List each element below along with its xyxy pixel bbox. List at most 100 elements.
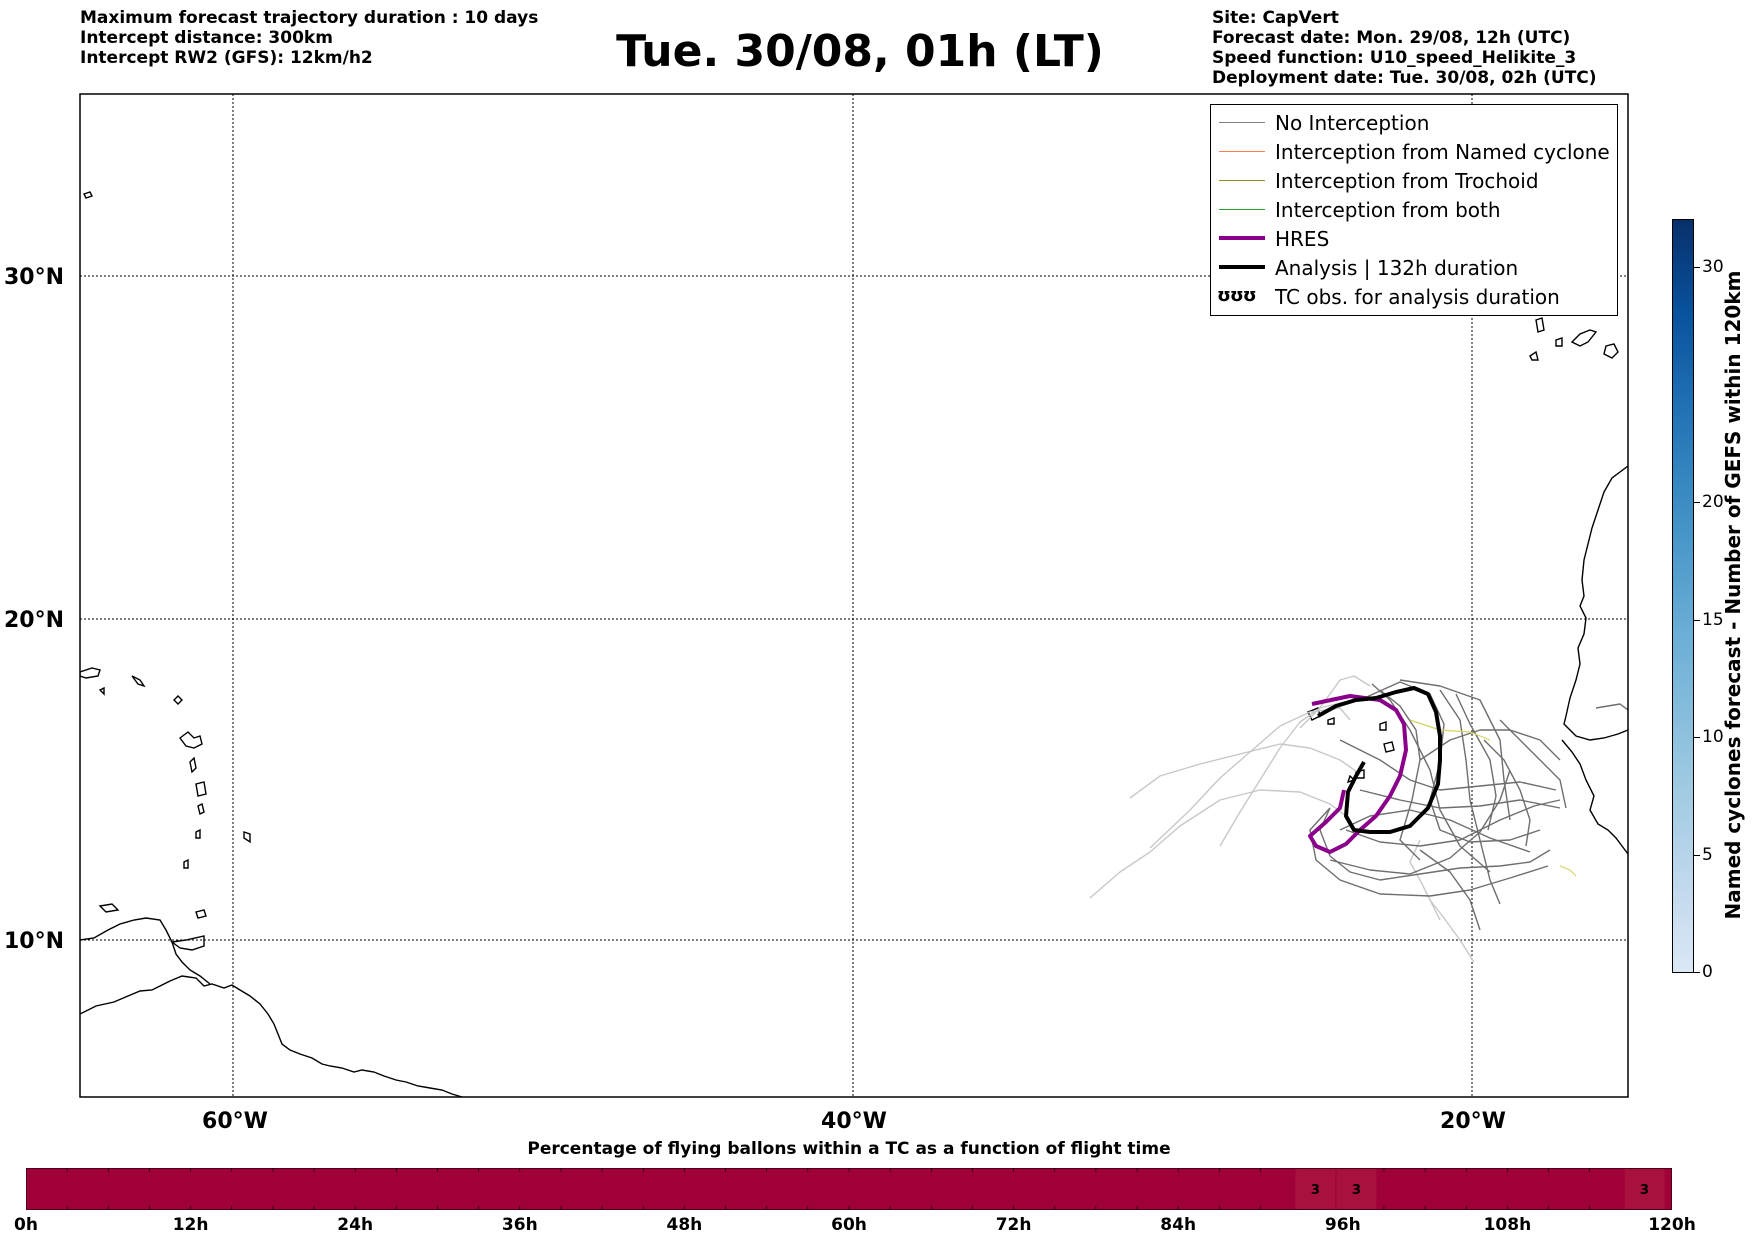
colorbar-tick xyxy=(1694,737,1700,738)
trajectory-dark-8 xyxy=(1399,679,1511,821)
colorbar-tick xyxy=(1694,854,1700,856)
st-vincent-island xyxy=(195,828,201,839)
legend-label-trochoid: Interception from Trochoid xyxy=(1275,169,1539,193)
colorbar-tick xyxy=(1694,619,1700,621)
flight-time-cell xyxy=(1624,1169,1665,1209)
colorbar-tick-label: 5 xyxy=(1702,844,1713,865)
canary-island-2 xyxy=(1555,337,1563,347)
trochoid-segment-2 xyxy=(1559,865,1577,877)
cabo-verde-island-2 xyxy=(1327,717,1335,725)
flight-time-cell xyxy=(1295,1169,1336,1209)
trajectory-parameters: Maximum forecast trajectory duration : 1… xyxy=(80,8,538,68)
forecast-date-text: Forecast date: Mon. 29/08, 12h (UTC) xyxy=(1212,28,1571,48)
map-frame xyxy=(79,93,1629,1098)
cyclone-colorbar xyxy=(1672,219,1694,973)
legend-item-no-interception: No Interception xyxy=(1211,108,1617,137)
trajectory-dark-2 xyxy=(1309,807,1549,897)
guadeloupe-island xyxy=(179,731,203,749)
flight-time-label: 96h xyxy=(1324,1215,1361,1235)
virgin-islands xyxy=(131,675,146,688)
tc-symbol-icon: ʊʊʊ xyxy=(1217,285,1257,306)
curacao-island xyxy=(98,903,120,913)
deployment-date-text: Deployment date: Tue. 30/08, 02h (UTC) xyxy=(1212,68,1597,88)
flight-time-cell-value: 3 xyxy=(1311,1183,1320,1198)
trochoid-segments xyxy=(1409,719,1577,877)
small-island-north xyxy=(83,191,93,199)
flight-time-cell-value: 3 xyxy=(1352,1183,1361,1198)
trajectory-dark-11 xyxy=(1419,729,1561,761)
flight-time-label: 120h xyxy=(1648,1215,1696,1235)
trinidad-island xyxy=(170,935,205,951)
cabo-verde-island-6 xyxy=(1346,774,1356,784)
grenada-island xyxy=(183,858,189,869)
flight-time-label: 36h xyxy=(501,1215,538,1235)
max-duration-text: Maximum forecast trajectory duration : 1… xyxy=(80,8,539,28)
flight-time-label: 24h xyxy=(337,1215,374,1235)
colorbar-tick-label: 15 xyxy=(1702,609,1724,630)
legend-line-purple xyxy=(1219,236,1265,240)
intercept-distance-text: Intercept distance: 300km xyxy=(80,28,333,48)
lat-label-30n: 30°N xyxy=(4,265,64,290)
puerto-rico-island xyxy=(80,667,101,679)
barbados-island xyxy=(243,831,251,844)
trajectory-dark-7 xyxy=(1439,689,1501,905)
flight-time-label: 108h xyxy=(1483,1215,1532,1235)
trajectory-dark-9 xyxy=(1371,683,1491,873)
no-interception-dark-trajectories xyxy=(1309,679,1628,931)
colorbar-tick xyxy=(1694,972,1700,973)
trajectory-dark-16 xyxy=(1483,739,1531,847)
lon-label-40w: 40°W xyxy=(821,1109,887,1134)
coastlines xyxy=(80,191,1628,1097)
legend-label-named-cyclone: Interception from Named cyclone xyxy=(1275,140,1610,164)
trajectory-dark-17 xyxy=(1499,719,1567,809)
trajectory-dark-15 xyxy=(1455,693,1497,831)
cabo-verde-island-3 xyxy=(1379,721,1387,731)
legend-line-olive xyxy=(1219,180,1265,181)
st-lucia-island xyxy=(197,802,205,816)
legend-label-both: Interception from both xyxy=(1275,198,1501,222)
speed-function-text: Speed function: U10_speed_Helikite_3 xyxy=(1212,48,1577,68)
trajectory-dark-14 xyxy=(1419,849,1481,931)
legend-item-trochoid: Interception from Trochoid xyxy=(1211,166,1617,195)
cabo-verde-island-4 xyxy=(1383,741,1395,753)
site-text: Site: CapVert xyxy=(1212,8,1339,28)
dominica-island xyxy=(189,756,197,774)
legend-item-named-cyclone: Interception from Named cyclone xyxy=(1211,137,1617,166)
venezuela-coast xyxy=(80,917,211,985)
trajectory-light-5 xyxy=(1299,675,1371,729)
legend-line-gray xyxy=(1219,122,1265,123)
antigua-island xyxy=(173,695,183,705)
small-island-west xyxy=(98,686,105,696)
trajectory-dark-13 xyxy=(1339,809,1531,853)
flight-time-label: 12h xyxy=(172,1215,209,1235)
legend-label-no-interception: No Interception xyxy=(1275,111,1430,135)
flight-time-bar-fill xyxy=(26,1168,1672,1210)
canary-island-5 xyxy=(1529,350,1539,361)
lon-label-60w: 60°W xyxy=(202,1109,268,1134)
trajectory-group xyxy=(1089,675,1628,963)
colorbar-tick xyxy=(1694,502,1700,503)
trajectory-light-2 xyxy=(1129,743,1361,799)
trajectory-light-7 xyxy=(1429,899,1475,963)
martinique-island xyxy=(195,781,207,797)
legend-line-green xyxy=(1219,209,1265,210)
flight-time-cell xyxy=(1336,1169,1377,1209)
lat-label-10n: 10°N xyxy=(4,929,64,954)
map-plot-area xyxy=(80,94,1628,1097)
analysis-trajectory xyxy=(1317,686,1442,834)
trajectory-dark-1 xyxy=(1319,807,1551,881)
legend-label-hres: HRES xyxy=(1275,227,1330,251)
map-legend: No Interception Interception from Named … xyxy=(1210,104,1618,316)
trajectory-dark-4 xyxy=(1339,739,1557,791)
colorbar-tick-label: 20 xyxy=(1702,492,1724,512)
legend-item-tc-obs: ʊʊʊ TC obs. for analysis duration xyxy=(1211,282,1617,311)
flight-time-label: 60h xyxy=(831,1215,867,1235)
legend-line-black xyxy=(1219,265,1265,269)
flight-time-label: 0h xyxy=(14,1215,38,1235)
south-america-coast xyxy=(80,975,463,1097)
trajectory-light-1 xyxy=(1089,789,1347,899)
lon-label-20w: 20°W xyxy=(1440,1109,1506,1134)
legend-item-both: Interception from both xyxy=(1211,195,1617,224)
intercept-rw2-text: Intercept RW2 (GFS): 12km/h2 xyxy=(80,48,373,68)
